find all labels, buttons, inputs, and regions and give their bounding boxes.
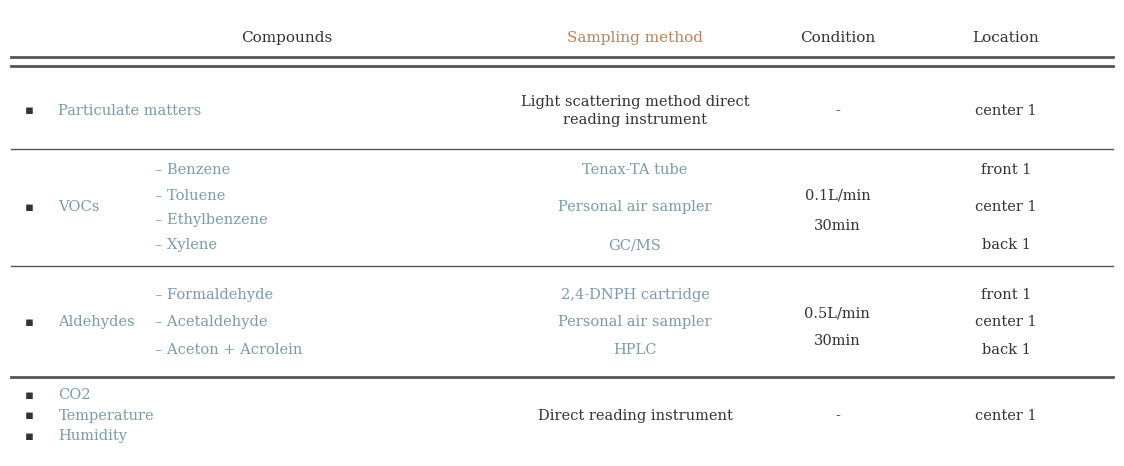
Text: Light scattering method direct: Light scattering method direct bbox=[520, 95, 750, 109]
Text: – Xylene: – Xylene bbox=[155, 238, 217, 252]
Text: reading instrument: reading instrument bbox=[563, 113, 707, 127]
Text: 0.5L/min: 0.5L/min bbox=[805, 306, 870, 320]
Text: GC/MS: GC/MS bbox=[608, 238, 662, 252]
Text: – Ethylbenzene: – Ethylbenzene bbox=[155, 213, 268, 227]
Text: front 1: front 1 bbox=[981, 288, 1031, 302]
Text: HPLC: HPLC bbox=[614, 343, 656, 357]
Text: 2,4-DNPH cartridge: 2,4-DNPH cartridge bbox=[561, 288, 709, 302]
Text: – Benzene: – Benzene bbox=[155, 163, 230, 177]
Text: Personal air sampler: Personal air sampler bbox=[559, 315, 711, 329]
Text: center 1: center 1 bbox=[976, 409, 1036, 423]
Text: ▪: ▪ bbox=[25, 389, 34, 402]
Text: 0.1L/min: 0.1L/min bbox=[805, 189, 870, 203]
Text: Direct reading instrument: Direct reading instrument bbox=[537, 409, 733, 423]
Text: Temperature: Temperature bbox=[58, 409, 154, 423]
Text: CO2: CO2 bbox=[58, 388, 91, 402]
Text: 30min: 30min bbox=[814, 219, 861, 233]
Text: back 1: back 1 bbox=[981, 343, 1031, 357]
Text: ▪: ▪ bbox=[25, 409, 34, 422]
Text: – Toluene: – Toluene bbox=[155, 189, 226, 203]
Text: Compounds: Compounds bbox=[241, 31, 333, 45]
Text: Particulate matters: Particulate matters bbox=[58, 104, 201, 118]
Text: VOCs: VOCs bbox=[58, 200, 100, 214]
Text: Location: Location bbox=[972, 31, 1040, 45]
Text: Personal air sampler: Personal air sampler bbox=[559, 200, 711, 214]
Text: ▪: ▪ bbox=[25, 316, 34, 329]
Text: front 1: front 1 bbox=[981, 163, 1031, 177]
Text: Tenax-TA tube: Tenax-TA tube bbox=[582, 163, 688, 177]
Text: -: - bbox=[835, 409, 840, 423]
Text: 30min: 30min bbox=[814, 334, 861, 348]
Text: ▪: ▪ bbox=[25, 104, 34, 117]
Text: Aldehydes: Aldehydes bbox=[58, 315, 135, 329]
Text: ▪: ▪ bbox=[25, 430, 34, 443]
Text: – Acetaldehyde: – Acetaldehyde bbox=[155, 315, 268, 329]
Text: – Aceton + Acrolein: – Aceton + Acrolein bbox=[155, 343, 302, 357]
Text: Condition: Condition bbox=[800, 31, 874, 45]
Text: -: - bbox=[835, 104, 840, 118]
Text: center 1: center 1 bbox=[976, 315, 1036, 329]
Text: Humidity: Humidity bbox=[58, 429, 127, 443]
Text: ▪: ▪ bbox=[25, 201, 34, 214]
Text: center 1: center 1 bbox=[976, 200, 1036, 214]
Text: Sampling method: Sampling method bbox=[568, 31, 702, 45]
Text: center 1: center 1 bbox=[976, 104, 1036, 118]
Text: – Formaldehyde: – Formaldehyde bbox=[155, 288, 273, 302]
Text: back 1: back 1 bbox=[981, 238, 1031, 252]
